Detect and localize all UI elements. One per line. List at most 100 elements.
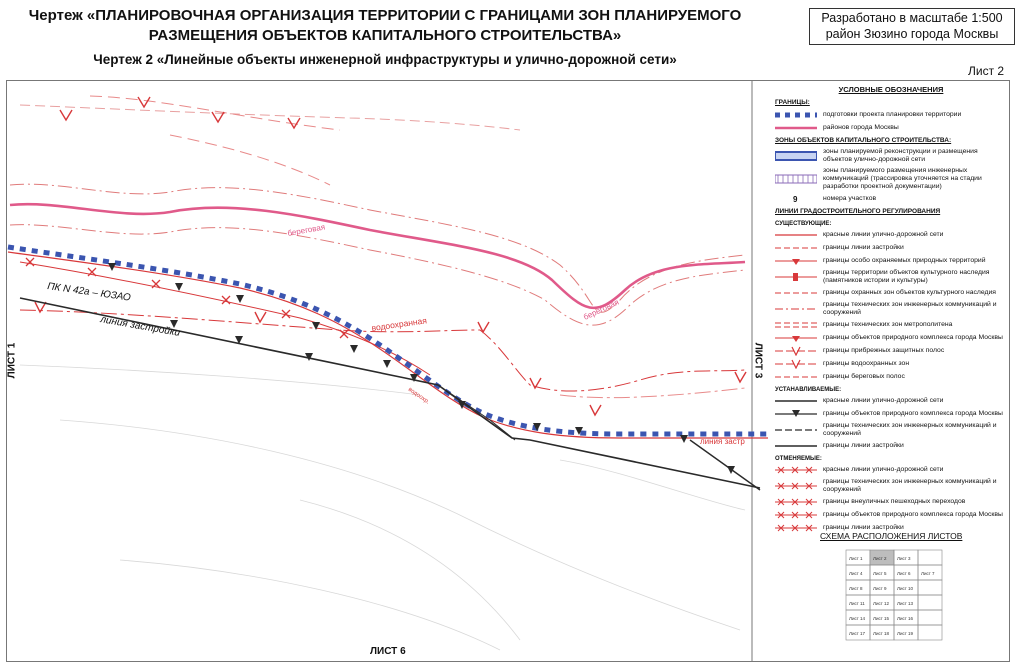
scheme-cell-label: Лист 14 [849, 616, 866, 621]
drawing-subtitle: Чертеж 2 «Линейные объекты инженерной ин… [93, 52, 677, 67]
title-line-2: РАЗМЕЩЕНИЯ ОБЪЕКТОВ КАПИТАЛЬНОГО СТРОИТЕ… [148, 27, 622, 44]
legend-item: зоны планируемой реконструкции и размеще… [775, 148, 1007, 164]
dark-triangle-markers [108, 263, 735, 474]
background-streets [19, 364, 746, 651]
legend-item-text: подготовки проекта планировки территории [823, 111, 962, 118]
scheme-cell-label: Лист 13 [897, 601, 914, 606]
scheme-cell-label: Лист 7 [921, 571, 935, 576]
legend-item: зоны планируемого размещения инженерных … [775, 167, 1007, 191]
legend-item-text: красные линии улично-дорожной сети [823, 231, 944, 238]
legend-item: 9 номера участков [775, 194, 1007, 204]
boundary-line-top-3 [169, 134, 331, 186]
legend-item-text: границы охранных зон объектов культурног… [823, 289, 996, 296]
legend-item-text: зоны планируемой реконструкции и размеще… [823, 148, 978, 163]
legend-symbol [775, 247, 817, 249]
building-line [19, 297, 761, 489]
scheme-cell-label: Лист 12 [873, 601, 890, 606]
legend-symbol: 9 [793, 195, 798, 204]
scheme-cell-label: Лист 8 [849, 586, 863, 591]
scheme-cell-label: Лист 15 [873, 616, 890, 621]
scheme-cell-label: Лист 3 [897, 556, 911, 561]
scheme-cell-label: Лист 17 [849, 631, 866, 636]
legend-symbol [775, 273, 817, 281]
building-line-branch [437, 384, 516, 441]
legend-item-text: зоны планируемого размещения инженерных … [823, 167, 982, 190]
legend-item: границы водоохранных зон [775, 359, 1007, 369]
scale-line-1: Разработано в масштабе 1:500 [821, 11, 1003, 25]
legend-item-text: номера участков [823, 195, 877, 202]
title-line-1: Чертеж «ПЛАНИРОВОЧНАЯ ОРГАНИЗАЦИЯ ТЕРРИТ… [28, 7, 742, 24]
legend-symbol [775, 112, 817, 118]
legend-title: УСЛОВНЫЕ ОБОЗНАЧЕНИЯ [838, 85, 944, 94]
sheet-ref-right: ЛИСТ 3 [752, 342, 764, 379]
legend-zones-head: ЗОНЫ ОБЪЕКТОВ КАПИТАЛЬНОГО СТРОИТЕЛЬСТВА… [775, 137, 952, 144]
legend-item: границы линии застройки [775, 243, 1007, 253]
scheme-cell-label: Лист 18 [873, 631, 890, 636]
legend-boundaries-head: ГРАНИЦЫ: [775, 99, 810, 106]
legend-symbol [775, 126, 817, 130]
legend-symbol [775, 234, 817, 236]
red-line-established [689, 439, 761, 491]
legend-item: границы внеуличных пешеходных переходов [775, 497, 1007, 507]
sheet-ref-bottom: ЛИСТ 6 [370, 646, 406, 657]
legend-item-text: границы технических зон инженерных комму… [823, 301, 997, 316]
red-v-markers [34, 96, 747, 417]
legend-established-head: УСТАНАВЛИВАЕМЫЕ: [775, 387, 842, 393]
legend-symbol [775, 429, 817, 431]
pk-label: ПК N 42а – ЮЗАО [47, 281, 132, 304]
legend-symbol [775, 151, 817, 161]
legend-item-text: границы объектов природного комплекса го… [823, 511, 1003, 518]
boundary-line-top-2 [89, 95, 341, 131]
legend-item-text: границы объектов природного комплекса го… [823, 334, 1003, 341]
sheet-ref-left: ЛИСТ 1 [6, 342, 18, 379]
legend-symbol [775, 336, 817, 342]
coastal-strip-line [559, 387, 746, 399]
drawing-frame [6, 80, 1010, 662]
vodokhrannaya-label: водоохранная [371, 315, 428, 333]
legend-item: красные линии улично-дорожной сети [775, 465, 1007, 475]
legend-item: границы технических зон инженерных комму… [775, 422, 1007, 438]
legend-boundaries: подготовки проекта планировки территории… [775, 110, 1007, 133]
legend: УСЛОВНЫЕ ОБОЗНАЧЕНИЯ ГРАНИЦЫ: подготовки… [775, 84, 1007, 536]
legend-item-text: границы территории объектов культурного … [823, 269, 990, 284]
legend-item: границы объектов природного комплекса го… [775, 409, 1007, 419]
legend-symbol [775, 376, 817, 378]
legend-symbol [775, 482, 817, 490]
scheme-cell-label: Лист 16 [897, 616, 914, 621]
district-boundary [9, 202, 746, 310]
scale-line-2: район Зюзино города Москвы [825, 27, 999, 41]
water-protection-line-upper [9, 183, 746, 313]
legend-item-text: границы прибрежных защитных полос [823, 347, 945, 354]
svg-text:9: 9 [793, 195, 798, 204]
scheme-cell-label: Лист 11 [849, 601, 865, 606]
legend-item: границы линии застройки [775, 523, 1007, 533]
legend-existing-head: СУЩЕСТВУЮЩИЕ: [775, 221, 832, 227]
legend-item-text: границы технических зон метрополитена [823, 321, 953, 328]
legend-item: границы территории объектов культурного … [775, 269, 1007, 285]
legend-item: границы технических зон метрополитена [775, 320, 1007, 330]
drawing-title: Чертеж «ПЛАНИРОВОЧНАЯ ОРГАНИЗАЦИЯ ТЕРРИТ… [0, 6, 770, 46]
legend-item: границы объектов природного комплекса го… [775, 510, 1007, 520]
legend-item: границы линии застройки [775, 441, 1007, 451]
sheet-number: Лист 2 [968, 64, 1005, 78]
red-x-markers [25, 257, 349, 339]
scheme-cell-label: Лист 9 [873, 586, 887, 591]
sheet-scheme-title: СХЕМА РАСПОЛОЖЕНИЯ ЛИСТОВ [820, 531, 963, 541]
cancelled-red-line [19, 261, 431, 376]
legend-item: подготовки проекта планировки территории [775, 110, 1007, 120]
planning-boundary [7, 244, 768, 437]
legend-item: границы охранных зон объектов культурног… [775, 288, 1007, 298]
scheme-cell-label: Лист 19 [897, 631, 914, 636]
legend-symbol [775, 524, 817, 532]
legend-item-text: границы линии застройки [823, 442, 904, 449]
legend-existing: красные линии улично-дорожной сети границ… [775, 230, 1007, 382]
scheme-cell-label: Лист 1 [849, 556, 863, 561]
legend-item-text: красные линии улично-дорожной сети [823, 397, 944, 404]
legend-item: красные линии улично-дорожной сети [775, 396, 1007, 406]
legend-item-text: красные линии улично-дорожной сети [823, 466, 944, 473]
legend-item-text: границы линии застройки [823, 524, 904, 531]
legend-item: границы особо охраняемых природных терри… [775, 256, 1007, 266]
scheme-cell [917, 624, 943, 641]
scheme-cell-label: Лист 4 [849, 571, 863, 576]
